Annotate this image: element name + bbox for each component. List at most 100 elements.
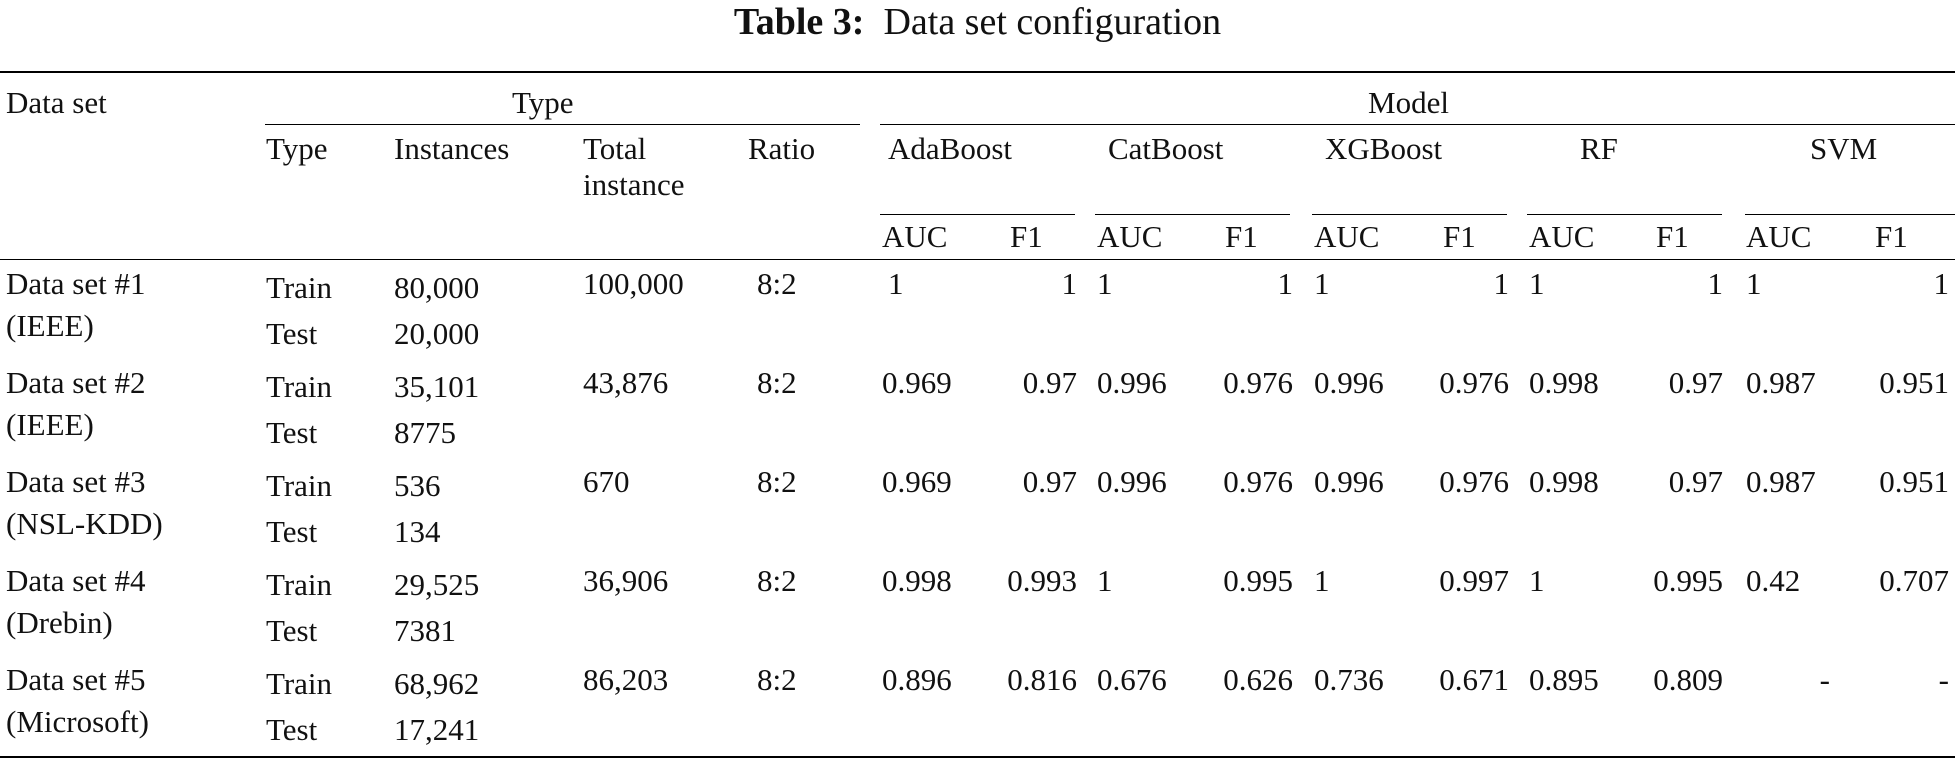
total-instance: 86,203 — [583, 662, 669, 697]
metric-value: 0.626 — [1223, 662, 1293, 697]
metric-value: 0.736 — [1314, 662, 1384, 697]
ratio: 8:2 — [757, 464, 797, 499]
metric-value: 0.951 — [1879, 365, 1949, 400]
split-type-test: Test — [266, 712, 318, 747]
metric-value: 1 — [1529, 563, 1545, 598]
total-instance: 100,000 — [583, 266, 684, 301]
metric-value: 1 — [1933, 266, 1950, 301]
type-group-rule — [265, 124, 860, 125]
metric-value: 1 — [1493, 266, 1510, 301]
header-metric-auc: AUC — [1746, 219, 1812, 254]
metric-value: 0.97 — [1668, 464, 1723, 499]
metric-value: 1 — [1061, 266, 1078, 301]
test-instances: 8775 — [394, 415, 456, 450]
model-subgroup-rule — [1312, 214, 1507, 215]
test-instances: 20,000 — [394, 316, 480, 351]
dataset-source: (NSL-KDD) — [6, 506, 163, 541]
model-subgroup-rule — [1095, 214, 1290, 215]
metric-value: 0.996 — [1097, 365, 1167, 400]
model-subgroup-rule — [880, 214, 1075, 215]
split-type-train: Train — [266, 270, 333, 305]
test-instances: 7381 — [394, 613, 456, 648]
dataset-source: (IEEE) — [6, 407, 94, 442]
metric-value: 1 — [1097, 563, 1113, 598]
metric-value: 0.998 — [1529, 365, 1599, 400]
metric-value: 0.707 — [1879, 563, 1949, 598]
model-subgroup-rule — [1745, 214, 1955, 215]
train-instances: 29,525 — [394, 567, 480, 602]
header-metric-f1: F1 — [1443, 219, 1476, 254]
model-group-rule — [880, 124, 1955, 125]
metric-value: 1 — [1314, 563, 1330, 598]
ratio: 8:2 — [757, 563, 797, 598]
header-metric-f1: F1 — [1875, 219, 1908, 254]
split-type-test: Test — [266, 316, 318, 351]
metric-value: 1 — [1314, 266, 1330, 301]
metric-value: 1 — [1707, 266, 1724, 301]
top-rule — [0, 71, 1955, 73]
split-type-test: Test — [266, 514, 318, 549]
dataset-source: (Drebin) — [6, 605, 113, 640]
train-instances: 536 — [394, 468, 441, 503]
split-type-test: Test — [266, 613, 318, 648]
dataset-name: Data set #4 — [6, 563, 146, 598]
header-data-set: Data set — [6, 85, 107, 120]
metric-value: 0.976 — [1439, 464, 1509, 499]
metric-value: 1 — [1097, 266, 1113, 301]
total-instance: 43,876 — [583, 365, 669, 400]
dataset-name: Data set #5 — [6, 662, 146, 697]
metric-value: 1 — [1277, 266, 1294, 301]
table-caption: Table 3: Data set configuration — [0, 0, 1955, 44]
metric-value: 1 — [1529, 266, 1545, 301]
dataset-name: Data set #2 — [6, 365, 146, 400]
dataset-name: Data set #3 — [6, 464, 146, 499]
test-instances: 134 — [394, 514, 441, 549]
dataset-source: (Microsoft) — [6, 704, 149, 739]
metric-value: 1 — [888, 266, 904, 301]
bottom-rule — [0, 756, 1955, 758]
metric-value: 0.671 — [1439, 662, 1509, 697]
header-bottom-rule — [0, 259, 1955, 260]
ratio: 8:2 — [757, 365, 797, 400]
split-type-train: Train — [266, 567, 333, 602]
header-model-name: CatBoost — [1108, 131, 1224, 166]
header-model-name: XGBoost — [1325, 131, 1443, 166]
metric-value: 0.993 — [1007, 563, 1077, 598]
header-model-group: Model — [1368, 85, 1449, 120]
header-type: Type — [266, 131, 328, 166]
header-ratio: Ratio — [748, 131, 816, 166]
ratio: 8:2 — [757, 266, 797, 301]
split-type-train: Train — [266, 468, 333, 503]
ratio: 8:2 — [757, 662, 797, 697]
header-metric-auc: AUC — [882, 219, 948, 254]
metric-value: 0.676 — [1097, 662, 1167, 697]
total-instance: 670 — [583, 464, 630, 499]
header-model-name: SVM — [1810, 131, 1878, 166]
header-metric-auc: AUC — [1314, 219, 1380, 254]
model-subgroup-rule — [1527, 214, 1722, 215]
metric-value: - — [1938, 662, 1949, 697]
metric-value: 0.987 — [1746, 365, 1816, 400]
metric-value: 0.987 — [1746, 464, 1816, 499]
metric-value: 0.996 — [1314, 464, 1384, 499]
metric-value: 0.996 — [1314, 365, 1384, 400]
metric-value: 0.969 — [882, 464, 952, 499]
metric-value: 0.996 — [1097, 464, 1167, 499]
split-type-train: Train — [266, 666, 333, 701]
metric-value: 0.995 — [1223, 563, 1293, 598]
header-metric-auc: AUC — [1529, 219, 1595, 254]
total-instance: 36,906 — [583, 563, 669, 598]
metric-value: 0.976 — [1223, 464, 1293, 499]
header-total-instance: Total instance — [583, 131, 685, 202]
train-instances: 68,962 — [394, 666, 480, 701]
metric-value: 0.951 — [1879, 464, 1949, 499]
header-metric-f1: F1 — [1225, 219, 1258, 254]
metric-value: 0.896 — [882, 662, 952, 697]
header-metric-auc: AUC — [1097, 219, 1163, 254]
dataset-source: (IEEE) — [6, 308, 94, 343]
test-instances: 17,241 — [394, 712, 480, 747]
metric-value: 0.998 — [1529, 464, 1599, 499]
metric-value: 0.97 — [1022, 365, 1077, 400]
train-instances: 35,101 — [394, 369, 480, 404]
metric-value: 0.976 — [1439, 365, 1509, 400]
